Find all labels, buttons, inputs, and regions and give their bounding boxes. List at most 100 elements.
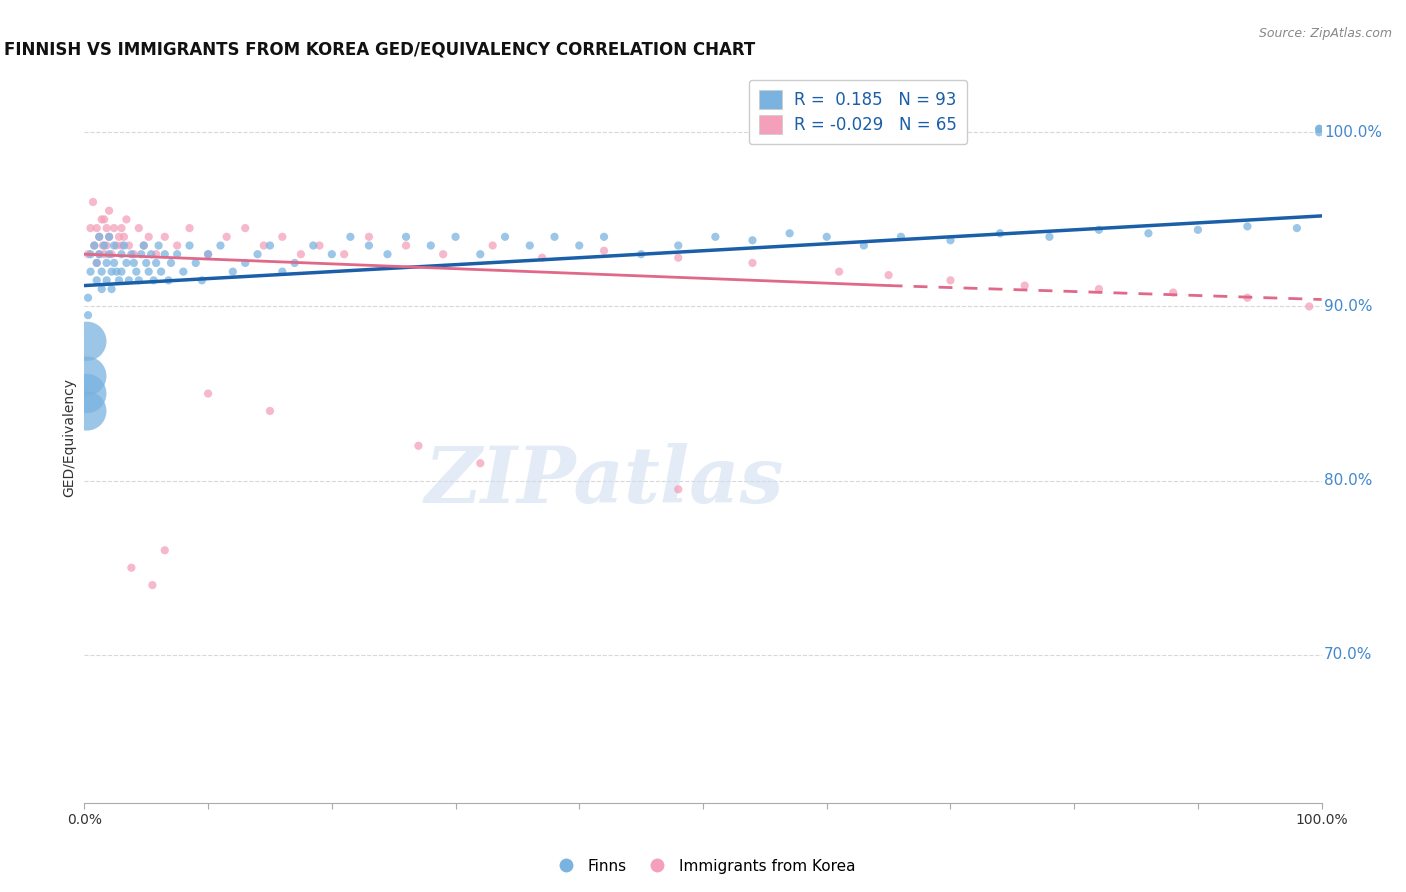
Point xyxy=(741,233,763,247)
Point xyxy=(271,229,294,244)
Point xyxy=(122,256,145,270)
Point xyxy=(308,238,330,252)
Point xyxy=(593,229,616,244)
Point xyxy=(166,247,188,261)
Point xyxy=(76,404,98,418)
Text: 70.0%: 70.0% xyxy=(1324,648,1372,662)
Text: ZIPatlas: ZIPatlas xyxy=(425,442,783,519)
Point xyxy=(1308,121,1330,136)
Point xyxy=(120,247,142,261)
Point xyxy=(357,229,380,244)
Point xyxy=(408,439,430,453)
Point xyxy=(877,268,900,282)
Point xyxy=(741,256,763,270)
Point xyxy=(86,273,108,287)
Point xyxy=(852,238,875,252)
Point xyxy=(432,247,454,261)
Point xyxy=(890,229,912,244)
Point xyxy=(704,229,727,244)
Point xyxy=(197,386,219,401)
Y-axis label: GED/Equivalency: GED/Equivalency xyxy=(62,377,76,497)
Point xyxy=(666,238,689,252)
Point xyxy=(82,194,104,209)
Point xyxy=(179,221,201,235)
Point xyxy=(444,229,467,244)
Point xyxy=(519,238,541,252)
Point xyxy=(145,247,167,261)
Point xyxy=(86,256,108,270)
Point xyxy=(531,251,554,265)
Point xyxy=(98,203,121,218)
Point xyxy=(1308,125,1330,139)
Point xyxy=(253,238,276,252)
Text: FINNISH VS IMMIGRANTS FROM KOREA GED/EQUIVALENCY CORRELATION CHART: FINNISH VS IMMIGRANTS FROM KOREA GED/EQU… xyxy=(4,41,755,59)
Point xyxy=(419,238,441,252)
Point xyxy=(90,212,112,227)
Point xyxy=(96,273,118,287)
Point xyxy=(93,212,115,227)
Point xyxy=(1088,223,1111,237)
Point xyxy=(76,369,98,384)
Point xyxy=(377,247,399,261)
Point xyxy=(86,221,108,235)
Point xyxy=(828,265,851,279)
Point xyxy=(481,238,503,252)
Point xyxy=(128,273,150,287)
Point xyxy=(145,256,167,270)
Point xyxy=(568,238,591,252)
Point xyxy=(118,273,141,287)
Point xyxy=(100,282,122,296)
Point xyxy=(153,229,176,244)
Point xyxy=(96,256,118,270)
Point xyxy=(77,291,100,305)
Point xyxy=(666,483,689,497)
Point xyxy=(184,256,207,270)
Point xyxy=(96,221,118,235)
Point xyxy=(1014,278,1036,293)
Point xyxy=(1236,219,1258,234)
Point xyxy=(122,247,145,261)
Point xyxy=(233,256,256,270)
Point xyxy=(76,334,98,349)
Point xyxy=(246,247,269,261)
Point xyxy=(89,229,111,244)
Point xyxy=(98,229,121,244)
Point xyxy=(153,247,176,261)
Point xyxy=(79,247,101,261)
Point xyxy=(1088,282,1111,296)
Point xyxy=(630,247,652,261)
Point xyxy=(105,265,128,279)
Legend: R =  0.185   N = 93, R = -0.029   N = 65: R = 0.185 N = 93, R = -0.029 N = 65 xyxy=(749,79,967,144)
Point xyxy=(79,221,101,235)
Point xyxy=(129,247,152,261)
Point xyxy=(1038,229,1060,244)
Point xyxy=(157,273,180,287)
Point xyxy=(103,238,125,252)
Point xyxy=(290,247,312,261)
Point xyxy=(1298,300,1320,314)
Point xyxy=(939,273,962,287)
Text: 90.0%: 90.0% xyxy=(1324,299,1372,314)
Text: Source: ZipAtlas.com: Source: ZipAtlas.com xyxy=(1258,27,1392,40)
Point xyxy=(148,238,170,252)
Point xyxy=(1285,221,1308,235)
Point xyxy=(115,256,138,270)
Point xyxy=(110,265,132,279)
Point xyxy=(271,265,294,279)
Point xyxy=(93,247,115,261)
Point xyxy=(666,251,689,265)
Point xyxy=(259,238,281,252)
Point xyxy=(91,238,114,252)
Point xyxy=(138,229,160,244)
Point xyxy=(215,229,238,244)
Point xyxy=(108,229,131,244)
Point xyxy=(89,247,111,261)
Point xyxy=(259,404,281,418)
Point xyxy=(150,265,173,279)
Point xyxy=(209,238,232,252)
Point xyxy=(357,238,380,252)
Point xyxy=(395,238,418,252)
Point xyxy=(100,265,122,279)
Point xyxy=(284,256,307,270)
Point xyxy=(494,229,516,244)
